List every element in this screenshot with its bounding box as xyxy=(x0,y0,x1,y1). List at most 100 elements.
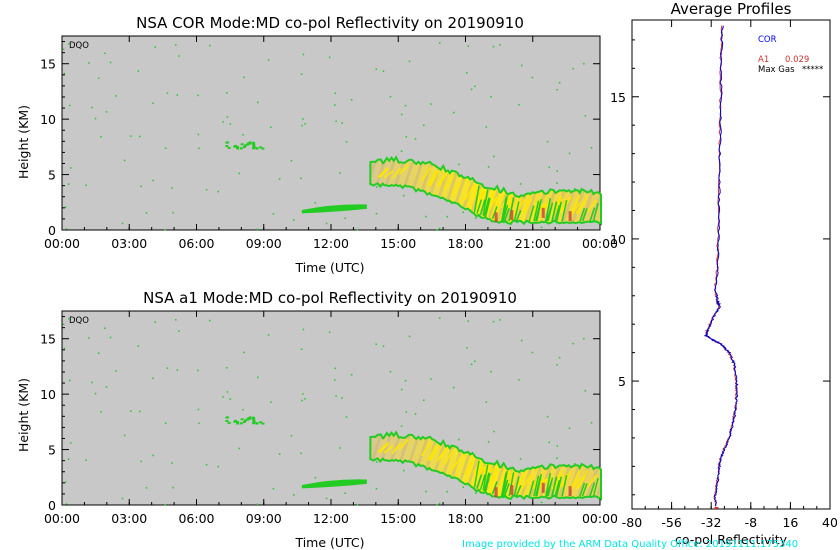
panel-cor-noise-dot xyxy=(301,124,303,127)
panel-cor-weak-streak xyxy=(545,207,552,222)
panel-cor-noise-dot xyxy=(130,135,132,137)
panel-cor-noise-dot xyxy=(238,172,240,175)
panel-cor-noise-dot xyxy=(166,92,169,94)
panel-cor-noise-dot xyxy=(290,159,293,162)
panel-a1-noise-dot xyxy=(518,379,520,381)
panel-a1-strong-echo xyxy=(561,470,572,487)
panel-cor-noise-dot xyxy=(69,104,71,107)
panel-cor-noise-dot xyxy=(229,123,232,125)
panel-a1-noise-dot xyxy=(402,469,405,472)
panel-a1-weak-streak xyxy=(561,475,568,497)
profiles-y-ticks: 5 10 15 xyxy=(610,39,830,496)
panel-a1-noise-dot xyxy=(85,459,87,461)
panel-cor-mid-echo xyxy=(251,147,255,150)
panel-a1-noise-dot xyxy=(584,390,587,392)
panel-cor-noise-dot xyxy=(70,167,72,169)
panel-a1-noise-dot xyxy=(556,457,558,459)
legend-cor-label: COR xyxy=(758,35,777,45)
panel-a1-mid-echo xyxy=(225,420,229,423)
panel-a1-noise-dot xyxy=(304,398,306,400)
panel-a1-noise-dot xyxy=(475,492,477,495)
panel-cor-ylabel: Height (KM) xyxy=(16,105,31,179)
panel-cor-x-tick-label: 00:00 xyxy=(44,236,80,251)
panel-a1-noise-dot xyxy=(446,490,448,493)
panel-a1-noise-dot xyxy=(145,487,148,489)
panel-cor-noise-dot xyxy=(402,194,405,197)
panel-cor-noise-dot xyxy=(405,136,408,138)
panel-a1-noise-dot xyxy=(130,410,132,412)
panel-a1-strong-echo xyxy=(450,457,462,471)
panel-a1-noise-dot xyxy=(140,460,142,463)
panel-a1: NSA a1 Mode:MD co-pol Reflectivity on 20… xyxy=(16,289,618,550)
panel-a1-noise-dot xyxy=(91,381,93,384)
panel-a1-x-tick-label: 06:00 xyxy=(178,511,214,526)
panel-a1-weak-streak xyxy=(545,473,552,497)
panel-cor-noise-dot xyxy=(197,133,200,136)
panel-a1-noise-dot xyxy=(68,318,70,320)
panel-a1-strong-echo xyxy=(586,474,598,488)
legend-a1-value: 0.029 xyxy=(785,55,809,65)
panel-a1-strong-echo xyxy=(391,442,402,455)
panel-a1-noise-dot xyxy=(583,337,585,340)
panel-cor-weak-streak xyxy=(513,201,520,222)
panel-a1-strong-echo xyxy=(443,449,455,466)
panel-a1-noise-dot xyxy=(256,376,259,379)
panel-a1-noise-dot xyxy=(164,504,166,506)
panel-cor-noise-dot xyxy=(453,111,455,114)
panel-a1-mid-echo xyxy=(255,422,259,425)
panel-a1-noise-dot xyxy=(197,369,199,372)
panel-cor-mid-echo xyxy=(236,146,240,149)
panel-a1-noise-dot xyxy=(339,447,341,449)
profiles-y-tick-label: 5 xyxy=(618,374,626,389)
panel-profiles: Average Profiles -80 -56 -32 -8 16 40 5 10 15 c… xyxy=(610,0,838,547)
panel-cor-weak-streak xyxy=(503,208,510,222)
panel-cor-x-tick-label: 03:00 xyxy=(111,236,147,251)
panel-cor-noise-dot xyxy=(520,64,523,67)
panel-cor-noise-dot xyxy=(256,228,259,231)
panel-a1-noise-dot xyxy=(137,345,140,347)
panel-cor-weak-streak xyxy=(545,198,552,222)
panel-cor-noise-dot xyxy=(487,166,490,168)
profiles-x-tick-label: 16 xyxy=(782,515,798,530)
panel-cor-noise-dot xyxy=(334,104,336,106)
panel-a1-weak-streak xyxy=(556,476,562,497)
panel-a1-strong-echo xyxy=(398,439,409,451)
panel-cor-noise-dot xyxy=(458,163,460,166)
panel-a1-x-tick-label: 00:00 xyxy=(582,511,618,526)
panel-cor-noise-dot xyxy=(256,101,259,104)
panel-cor-strong-echo xyxy=(575,201,586,215)
panel-a1-weak-streak xyxy=(528,480,535,497)
panel-a1-mid-echo xyxy=(234,419,238,422)
panel-cor-low-layer xyxy=(301,204,367,214)
panel-a1-mid-echo xyxy=(242,421,246,424)
panel-cor-x-tick-label: 12:00 xyxy=(313,236,349,251)
panel-a1-noise-dot xyxy=(217,465,219,468)
panel-cor-noise-dot xyxy=(470,88,473,91)
profiles-x-tick-label: -32 xyxy=(701,515,721,530)
panel-cor-x-tick-label: 15:00 xyxy=(380,236,416,251)
panel-a1-noise-dot xyxy=(458,438,460,441)
panel-cor-noise-dot xyxy=(356,228,359,231)
panel-a1-mid-echo xyxy=(252,420,256,423)
panel-a1-noise-dot xyxy=(272,488,275,490)
panel-cor-noise-dot xyxy=(85,184,87,186)
panel-cor-strong-echo xyxy=(391,167,402,180)
panel-a1-weak-streak xyxy=(483,472,490,492)
panel-a1-y-tick-label: 10 xyxy=(40,387,56,402)
panel-a1-mid-echo xyxy=(240,418,244,421)
panel-a1-noise-dot xyxy=(67,458,70,460)
panel-a1-noise-dot xyxy=(64,481,67,483)
panel-cor-mid-echo xyxy=(244,144,248,147)
panel-a1-noise-dot xyxy=(520,339,523,342)
panel-a1-noise-dot xyxy=(382,345,385,348)
panel-cor-weak-streak xyxy=(579,207,586,222)
panel-a1-noise-dot xyxy=(453,386,455,389)
panel-a1-core-echo xyxy=(568,486,572,497)
panel-cor-strong-echo xyxy=(383,169,394,179)
panel-cor-noise-dot xyxy=(475,217,477,220)
panel-cor-noise-dot xyxy=(242,134,244,136)
panel-cor-weak-streak xyxy=(500,197,507,222)
panel-a1-noise-dot xyxy=(314,476,317,479)
panel-a1-noise-dot xyxy=(123,434,126,437)
panel-a1-mid-echo xyxy=(247,417,251,420)
